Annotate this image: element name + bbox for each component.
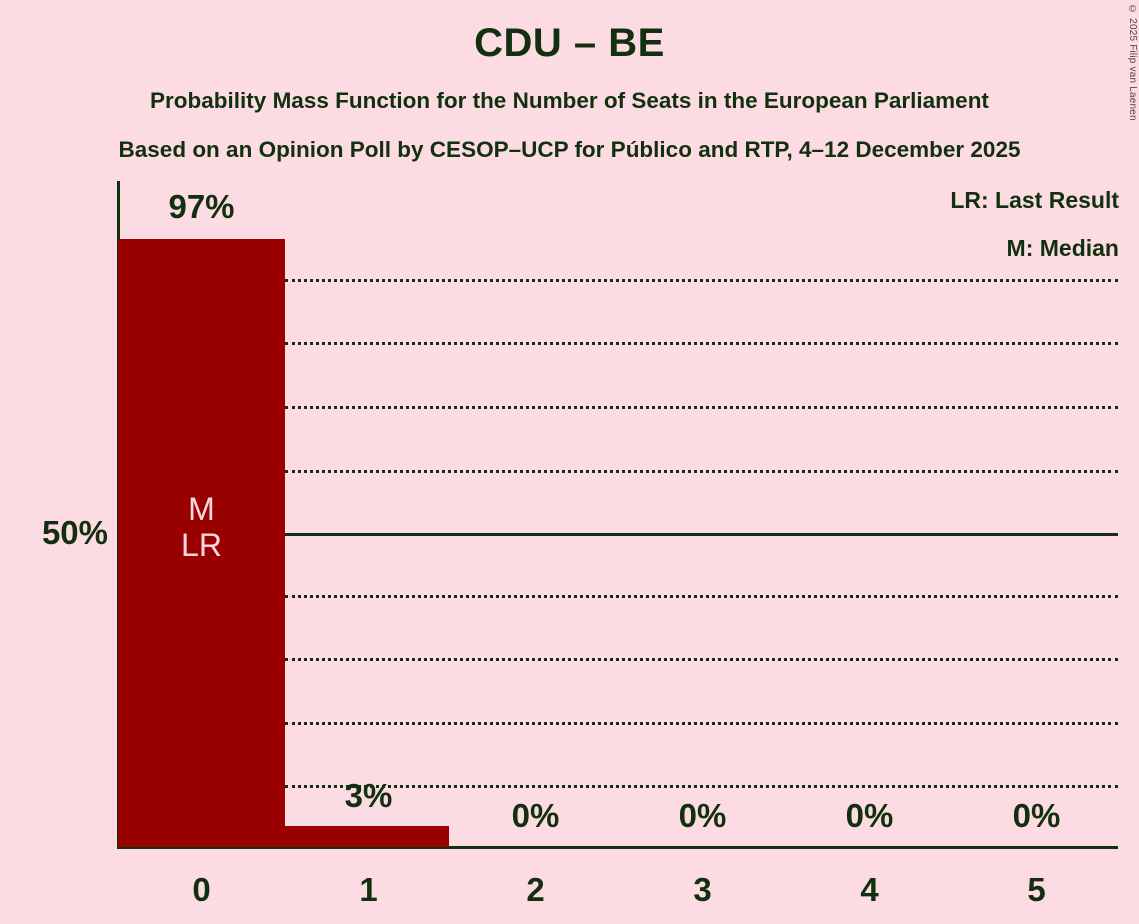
value-label-4: 0% (845, 797, 894, 834)
y-axis-tick-label-50: 50% (41, 514, 108, 551)
legend-median: M: Median (1006, 235, 1119, 261)
bar-marker-last-result: LR (181, 527, 222, 563)
copyright-notice: © 2025 Filip van Laenen (1127, 4, 1138, 121)
x-axis-tick-label-4: 4 (860, 871, 879, 908)
x-axis-tick-label-5: 5 (1027, 871, 1046, 908)
value-label-1: 3% (344, 777, 393, 814)
gridline-90 (285, 279, 1118, 282)
bar-1[interactable] (285, 826, 449, 847)
chart-subtitle: Probability Mass Function for the Number… (150, 88, 989, 113)
gridline-70 (285, 406, 1118, 409)
x-axis-tick-label-0: 0 (192, 871, 211, 908)
value-label-2: 0% (511, 797, 560, 834)
x-axis-tick-label-1: 1 (359, 871, 378, 908)
value-label-3: 0% (678, 797, 727, 834)
gridline-50 (285, 533, 1118, 536)
page-title: CDU – BE (474, 21, 665, 65)
bar-0[interactable]: M LR (118, 239, 285, 847)
bar-marker-median: M (188, 491, 215, 527)
legend-last-result: LR: Last Result (950, 187, 1119, 213)
x-axis-tick-label-2: 2 (526, 871, 545, 908)
gridline-60 (285, 470, 1118, 473)
gridline-80 (285, 342, 1118, 345)
x-axis-line (117, 846, 1118, 849)
gridline-40 (285, 595, 1118, 598)
x-axis-tick-label-3: 3 (693, 871, 712, 908)
chart-source-note: Based on an Opinion Poll by CESOP–UCP fo… (118, 137, 1021, 162)
value-label-0: 97% (168, 188, 235, 225)
gridline-20 (285, 722, 1118, 725)
gridline-30 (285, 658, 1118, 661)
gridline-10 (285, 785, 1118, 788)
value-label-5: 0% (1012, 797, 1061, 834)
